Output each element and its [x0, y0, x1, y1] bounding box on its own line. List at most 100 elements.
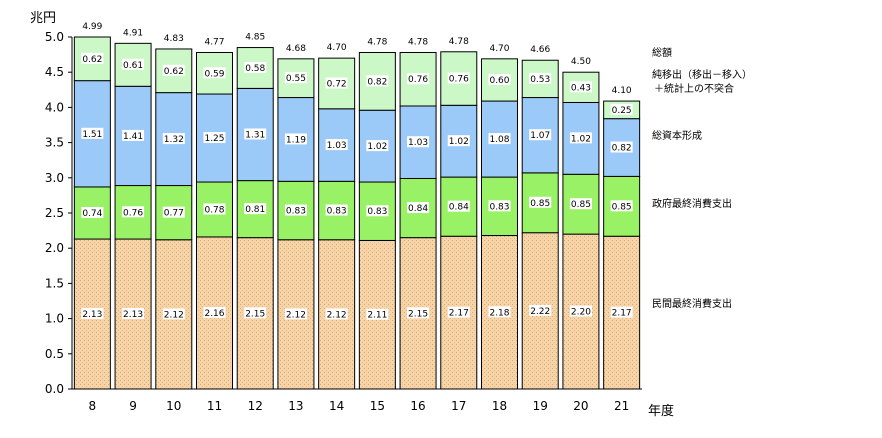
segment-label-bg [203, 203, 226, 215]
segment-label-bg [81, 308, 104, 320]
segment-label-bg [284, 133, 307, 145]
segment-value-label: 2.17 [449, 309, 469, 319]
bar-total-label: 4.70 [327, 43, 347, 53]
segment-value-label: 2.12 [286, 310, 306, 320]
bar-stack: 2.15 0.81 1.31 0.58 4.85 12 [236, 33, 274, 413]
bar-stack: 2.15 0.84 1.03 0.76 4.78 16 [399, 37, 437, 413]
bar-stack: 2.13 0.74 1.51 0.62 4.99 8 [73, 22, 111, 413]
y-tick-label: 5.0 [45, 30, 64, 44]
y-tick-label: 2.0 [45, 241, 64, 255]
segment-label-bg [284, 204, 307, 216]
segment-label-bg [529, 196, 552, 208]
segment-value-label: 0.76 [449, 75, 469, 85]
segment-label-bg [488, 306, 511, 318]
bar-stack: 2.17 0.84 1.02 0.76 4.78 17 [440, 37, 478, 413]
segment-label-bg [284, 308, 307, 320]
y-tick-label: 2.5 [45, 206, 64, 220]
segment-value-label: 1.41 [123, 132, 143, 142]
x-tick-label: 13 [288, 399, 303, 413]
segment-label-bg [203, 306, 226, 318]
segment-value-label: 0.82 [612, 144, 632, 154]
segment-value-label: 0.82 [367, 77, 387, 87]
bar-total-label: 4.78 [449, 37, 469, 47]
bar-stack: 2.17 0.85 0.82 0.25 4.10 21 [603, 86, 641, 413]
segment-value-label: 0.76 [123, 208, 143, 218]
segment-label-bg [447, 135, 470, 147]
bar-stack: 2.11 0.83 1.02 0.82 4.78 15 [358, 37, 396, 413]
segment-label-bg [244, 203, 267, 215]
x-tick-label: 8 [89, 399, 97, 413]
segment-value-label: 2.16 [204, 309, 224, 319]
legend-series-label: ＋統計上の不突合 [654, 82, 734, 95]
legend-series-label: 民間最終消費支出 [652, 297, 732, 310]
segment-label-bg [407, 202, 430, 214]
bar-total-label: 4.50 [571, 57, 591, 67]
segment-value-label: 1.02 [571, 134, 591, 144]
bar-total-label: 4.68 [286, 44, 306, 54]
segment-value-label: 0.59 [204, 69, 224, 79]
segment-label-bg [81, 127, 104, 139]
x-tick-label: 10 [166, 399, 181, 413]
segment-label-bg [81, 207, 104, 218]
bar-total-label: 4.66 [530, 45, 550, 55]
x-tick-label: 18 [492, 399, 507, 413]
segment-value-label: 0.58 [245, 64, 265, 74]
segment-value-label: 2.13 [123, 310, 143, 320]
segment-value-label: 0.53 [530, 75, 550, 85]
segment-label-bg [162, 308, 185, 320]
segment-value-label: 1.31 [245, 131, 265, 141]
segment-label-bg [325, 204, 348, 216]
segment-label-bg [366, 140, 389, 152]
x-tick-label: 21 [614, 399, 629, 413]
segment-value-label: 2.22 [530, 307, 550, 317]
segment-value-label: 0.62 [164, 67, 184, 77]
axis-layer: 0.0 0.5 1.0 1.5 2.0 2.5 3.0 3.5 4.0 4.5 5.0 [45, 30, 642, 396]
y-tick-label: 1.0 [45, 312, 64, 326]
bar-total-label: 4.85 [245, 33, 265, 43]
segment-value-label: 0.83 [367, 207, 387, 217]
x-tick-label: 9 [129, 399, 137, 413]
segment-value-label: 1.25 [204, 134, 224, 144]
segment-label-bg [407, 73, 430, 85]
segment-label-bg [610, 141, 633, 153]
segment-label-bg [162, 133, 185, 145]
segment-value-label: 0.60 [489, 76, 509, 86]
segment-value-label: 2.15 [408, 309, 428, 319]
x-axis-unit-label: 年度 [648, 403, 674, 419]
segment-value-label: 2.15 [245, 309, 265, 319]
bars-layer: 2.13 0.74 1.51 0.62 4.99 8 2.13 0.76 1.41 0.61 4.9… [73, 22, 641, 413]
segment-value-label: 0.72 [327, 79, 347, 89]
segment-label-bg [529, 129, 552, 141]
segment-value-label: 0.25 [612, 106, 632, 116]
legend-series-label: 総資本形成 [652, 129, 702, 142]
segment-label-bg [407, 136, 430, 148]
segment-label-bg [325, 308, 348, 320]
segment-value-label: 0.83 [286, 207, 306, 217]
segment-value-label: 2.12 [164, 310, 184, 320]
segment-label-bg [569, 81, 592, 93]
segment-label-bg [610, 103, 633, 115]
y-tick-label: 3.0 [45, 171, 64, 185]
legend-series-label: 純移出（移出－移入） [652, 68, 752, 81]
segment-label-bg [529, 72, 552, 84]
legend-series-label: 政府最終消費支出 [652, 197, 732, 210]
segment-label-bg [569, 305, 592, 317]
bar-total-label: 4.83 [164, 34, 184, 44]
segment-value-label: 0.74 [82, 209, 102, 219]
segment-value-label: 1.03 [408, 138, 428, 148]
segment-label-bg [325, 77, 348, 89]
x-tick-label: 14 [329, 399, 344, 413]
x-tick-label: 17 [451, 399, 466, 413]
segment-value-label: 2.20 [571, 308, 591, 318]
segment-label-bg [325, 139, 348, 151]
segment-value-label: 2.17 [612, 309, 632, 319]
segment-value-label: 0.85 [530, 199, 550, 209]
segment-label-bg [407, 307, 430, 319]
segment-label-bg [488, 200, 511, 212]
bar-total-label: 4.77 [204, 37, 224, 47]
segment-value-label: 0.62 [82, 55, 102, 65]
segment-value-label: 1.08 [489, 135, 509, 145]
bar-segment [358, 239, 396, 390]
